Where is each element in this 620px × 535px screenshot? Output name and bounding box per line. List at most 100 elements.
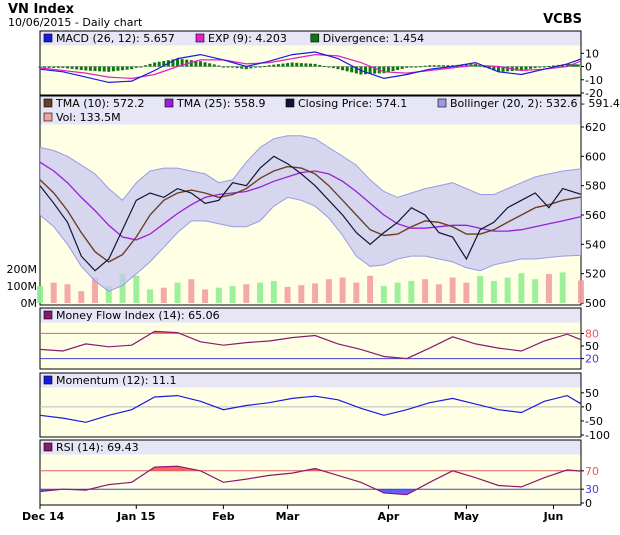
divergence-bar <box>189 60 193 67</box>
price-legend-bg <box>40 96 581 125</box>
divergence-bar <box>331 66 335 69</box>
money-flow-index-line <box>39 330 582 360</box>
divergence-bar <box>382 66 386 74</box>
divergence-bar <box>84 66 88 71</box>
divergence-bar <box>565 63 569 67</box>
volume-bar <box>50 282 57 303</box>
volume-bar <box>160 287 167 303</box>
momentum-tick-label: -100 <box>585 429 610 442</box>
divergence-bar <box>52 66 56 68</box>
divergence-bar <box>506 66 510 72</box>
divergence-bar <box>180 59 184 67</box>
volume-bar <box>394 282 401 303</box>
divergence-bar <box>446 65 450 67</box>
divergence-bar <box>414 66 418 68</box>
rsi-tick-label: 70 <box>585 465 599 478</box>
macd-legend-label: EXP (9): 4.203 <box>208 32 287 45</box>
divergence-bar <box>139 66 143 68</box>
divergence-bar <box>107 66 111 72</box>
divergence-bar <box>299 63 303 67</box>
volume-bar <box>518 273 525 303</box>
divergence-bar <box>157 61 161 67</box>
divergence-bar <box>451 65 455 67</box>
volume-bar <box>325 279 332 303</box>
divergence-bar <box>547 66 551 67</box>
volume-tick-label: 0M <box>21 297 38 310</box>
volume-bar <box>119 274 126 303</box>
divergence-bar <box>409 66 413 68</box>
macd-legend-label: Divergence: 1.454 <box>323 32 424 45</box>
x-tick-label: Apr <box>378 510 400 523</box>
volume-bar <box>339 277 346 303</box>
momentum-legend-swatch <box>43 375 53 385</box>
divergence-bar <box>231 66 235 68</box>
rsi-legend-swatch <box>43 442 53 452</box>
divergence-bar <box>573 64 577 67</box>
divergence-bar <box>130 66 134 70</box>
divergence-bar <box>483 66 487 68</box>
divergence-bar <box>125 66 129 70</box>
volume-bar <box>92 277 99 303</box>
volume-bar <box>435 284 442 303</box>
divergence-bar <box>538 66 542 68</box>
divergence-bar <box>396 66 400 70</box>
macd-tick-label: -20 <box>585 87 603 100</box>
volume-bar <box>229 286 236 303</box>
price-legend-swatch <box>164 98 174 108</box>
macd-tick-label: -10 <box>585 74 603 87</box>
rsi-legend-label: RSI (14): 69.43 <box>56 441 139 454</box>
divergence-bar <box>93 66 97 72</box>
divergence-bar <box>364 66 368 75</box>
divergence-bar <box>111 66 115 72</box>
volume-bar <box>188 279 195 303</box>
price-tick-label: 600 <box>585 150 606 163</box>
divergence-bar <box>79 66 83 70</box>
volume-bar <box>284 286 291 303</box>
divergence-bar <box>322 66 326 67</box>
divergence-bar <box>519 66 523 71</box>
volume-bar <box>78 291 85 303</box>
divergence-bar <box>529 66 533 69</box>
divergence-bar <box>437 65 441 67</box>
divergence-bar <box>295 62 299 67</box>
momentum-legend-bg <box>40 373 581 388</box>
divergence-bar <box>121 66 125 71</box>
divergence-bar <box>405 66 409 68</box>
divergence-bar <box>345 66 349 72</box>
macd-legend-swatch <box>310 33 320 43</box>
divergence-bar <box>341 66 345 71</box>
volume-tick-label: 100M <box>7 280 38 293</box>
momentum-tick-label: 0 <box>585 401 592 414</box>
money-flow-index-legend-bg <box>40 308 581 323</box>
divergence-bar <box>272 64 276 67</box>
divergence-bar <box>533 66 537 69</box>
volume-bar <box>174 282 181 303</box>
price-legend-swatch <box>437 98 447 108</box>
divergence-bar <box>134 66 138 68</box>
divergence-bar <box>102 66 106 72</box>
divergence-bar <box>66 66 70 69</box>
divergence-bar <box>148 63 152 67</box>
divergence-bar <box>524 66 528 70</box>
price-tick-label: 560 <box>585 209 606 222</box>
price-tick-label: 620 <box>585 121 606 134</box>
money-flow-index-tick-label: 50 <box>585 340 599 353</box>
volume-bar <box>380 286 387 303</box>
divergence-bar <box>304 63 308 67</box>
volume-bar <box>270 280 277 303</box>
divergence-bar <box>318 64 322 67</box>
divergence-bar <box>327 66 331 68</box>
price-legend-label: Vol: 133.5M <box>56 111 121 124</box>
rsi-tick-label: 0 <box>585 497 592 510</box>
x-tick-label: Mar <box>276 510 300 523</box>
divergence-bar <box>350 66 354 73</box>
divergence-bar <box>423 65 427 67</box>
divergence-bar <box>515 66 519 71</box>
divergence-bar <box>464 64 468 67</box>
divergence-bar <box>428 65 432 67</box>
divergence-bar <box>276 64 280 67</box>
divergence-bar <box>221 66 225 68</box>
divergence-bar <box>249 66 253 69</box>
price-tick-label: 500 <box>585 297 606 310</box>
